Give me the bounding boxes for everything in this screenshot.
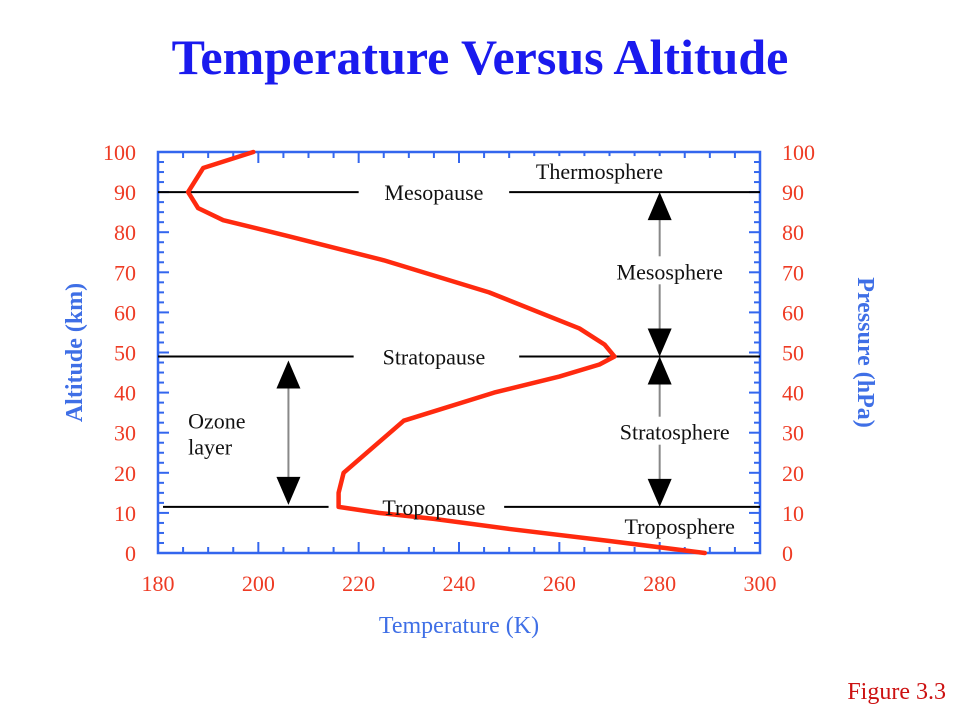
- layer-label: Troposphere: [625, 514, 735, 539]
- axes-layer: [156, 150, 762, 555]
- y-tick-label: 70: [114, 260, 136, 285]
- layer-label: Mesosphere: [617, 259, 723, 284]
- y-tick-label: 10: [114, 501, 136, 526]
- y-tick-label: 100: [103, 140, 136, 165]
- layer-label-bg: [613, 256, 726, 285]
- y2-tick-label: 20: [782, 461, 804, 486]
- mesosphere-arrow-head-up: [647, 192, 672, 221]
- y2-tick-label: 100: [782, 140, 815, 165]
- y-axis-title: Altitude (km): [62, 283, 88, 422]
- y2-tick-label: 70: [782, 260, 804, 285]
- x-axis-title: Temperature (K): [379, 613, 539, 639]
- x-tick-label: 220: [342, 571, 375, 596]
- boundary-label: Mesopause: [384, 180, 483, 205]
- y-tick-label: 90: [114, 180, 136, 205]
- y-tick-label: 30: [114, 421, 136, 446]
- mesosphere-arrow-head-down: [647, 328, 672, 357]
- slide-title: Temperature Versus Altitude: [171, 29, 789, 85]
- ozone-arrow-head-up: [276, 360, 301, 389]
- y2-tick-label: 0: [782, 541, 793, 566]
- layer-label: Stratosphere: [620, 420, 730, 445]
- boundary-lines-layer: [158, 191, 760, 508]
- stratosphere-arrow-head-down: [647, 478, 672, 507]
- ozone-label: Ozone: [188, 409, 245, 434]
- y2-tick-label: 90: [782, 180, 804, 205]
- y2-tick-label: 50: [782, 341, 804, 366]
- y-tick-label: 80: [114, 220, 136, 245]
- y-tick-label: 60: [114, 300, 136, 325]
- y2-tick-label: 10: [782, 501, 804, 526]
- y2-axis-title: Pressure (hPa): [852, 277, 878, 427]
- y-tick-label: 40: [114, 381, 136, 406]
- y2-tick-label: 30: [782, 421, 804, 446]
- x-tick-label: 200: [242, 571, 275, 596]
- ozone-label: layer: [188, 435, 233, 460]
- layer-label-bg: [532, 156, 667, 185]
- stratosphere-arrow-head-up: [647, 356, 672, 385]
- y-tick-label: 0: [125, 541, 136, 566]
- y2-tick-label: 80: [782, 220, 804, 245]
- figure-label: Figure 3.3: [847, 679, 946, 705]
- boundary-label: Tropopause: [382, 495, 485, 520]
- y-tick-label: 50: [114, 341, 136, 366]
- x-tick-label: 280: [643, 571, 676, 596]
- y2-tick-label: 60: [782, 300, 804, 325]
- x-tick-label: 240: [443, 571, 476, 596]
- boundary-label: Stratopause: [383, 345, 486, 370]
- profile-layer: [185, 149, 708, 556]
- labels-layer: 180 200 220 240 260 280 3000102030405060708090…: [62, 140, 878, 639]
- layer-label-bg: [607, 416, 742, 445]
- x-tick-label: 260: [543, 571, 576, 596]
- layer-label-bg: [618, 510, 742, 539]
- layer-label: Thermosphere: [536, 159, 663, 184]
- y-tick-label: 20: [114, 461, 136, 486]
- temperature-profile-line: [185, 149, 708, 556]
- ozone-arrow-head-down: [276, 476, 301, 505]
- x-tick-label: 180: [142, 571, 175, 596]
- x-tick-label: 300: [744, 571, 777, 596]
- y2-tick-label: 40: [782, 381, 804, 406]
